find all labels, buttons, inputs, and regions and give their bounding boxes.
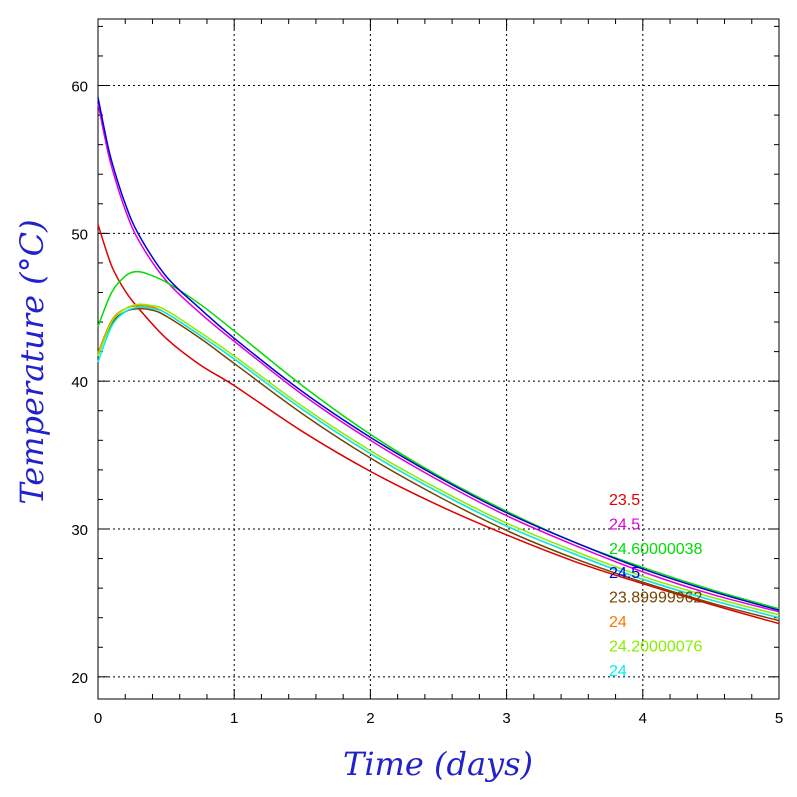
x-tick-label-5: 5 [775,710,783,727]
legend-entry-7: 24 [609,663,627,680]
series-line-1 [97,103,780,613]
legend-entry-5: 24 [609,614,627,631]
x-tick-label-1: 1 [230,710,238,727]
series-line-6 [97,303,780,616]
series-lines [97,97,780,625]
series-line-3 [97,97,780,612]
series-line-0 [97,224,780,625]
x-axis-title: Time (days) [343,745,533,783]
y-tick-label-0: 20 [71,670,88,687]
grid [98,19,779,699]
plot-frame [97,18,780,700]
x-tick-label-4: 4 [639,710,647,727]
y-tick-label-3: 50 [71,226,88,243]
axis-ticks [97,19,780,699]
y-axis-title: Temperature (°C) [13,219,51,504]
series-line-7 [97,306,780,619]
legend-entry-6: 24.20000076 [609,638,703,655]
x-tick-label-3: 3 [502,710,510,727]
series-line-2 [97,270,780,610]
y-tick-label-1: 30 [71,522,88,539]
legend: 23.5 24.5 24.60000038 24.5 23.89999962 24 24.2… [609,492,703,680]
series-line-5 [97,304,780,619]
legend-entry-4: 23.89999962 [609,590,703,607]
series-line-4 [97,307,780,622]
legend-entry-3: 24.5 [609,565,640,582]
y-tick-label-4: 60 [71,79,88,96]
x-tick-label-2: 2 [366,710,374,727]
legend-entry-0: 23.5 [609,492,640,509]
x-tick-label-0: 0 [94,710,102,727]
tick-labels: 0 1 2 3 4 5 20 30 40 50 60 [71,79,783,727]
legend-entry-1: 24.5 [609,516,640,533]
y-tick-label-2: 40 [71,374,88,391]
legend-entry-2: 24.60000038 [609,541,703,558]
